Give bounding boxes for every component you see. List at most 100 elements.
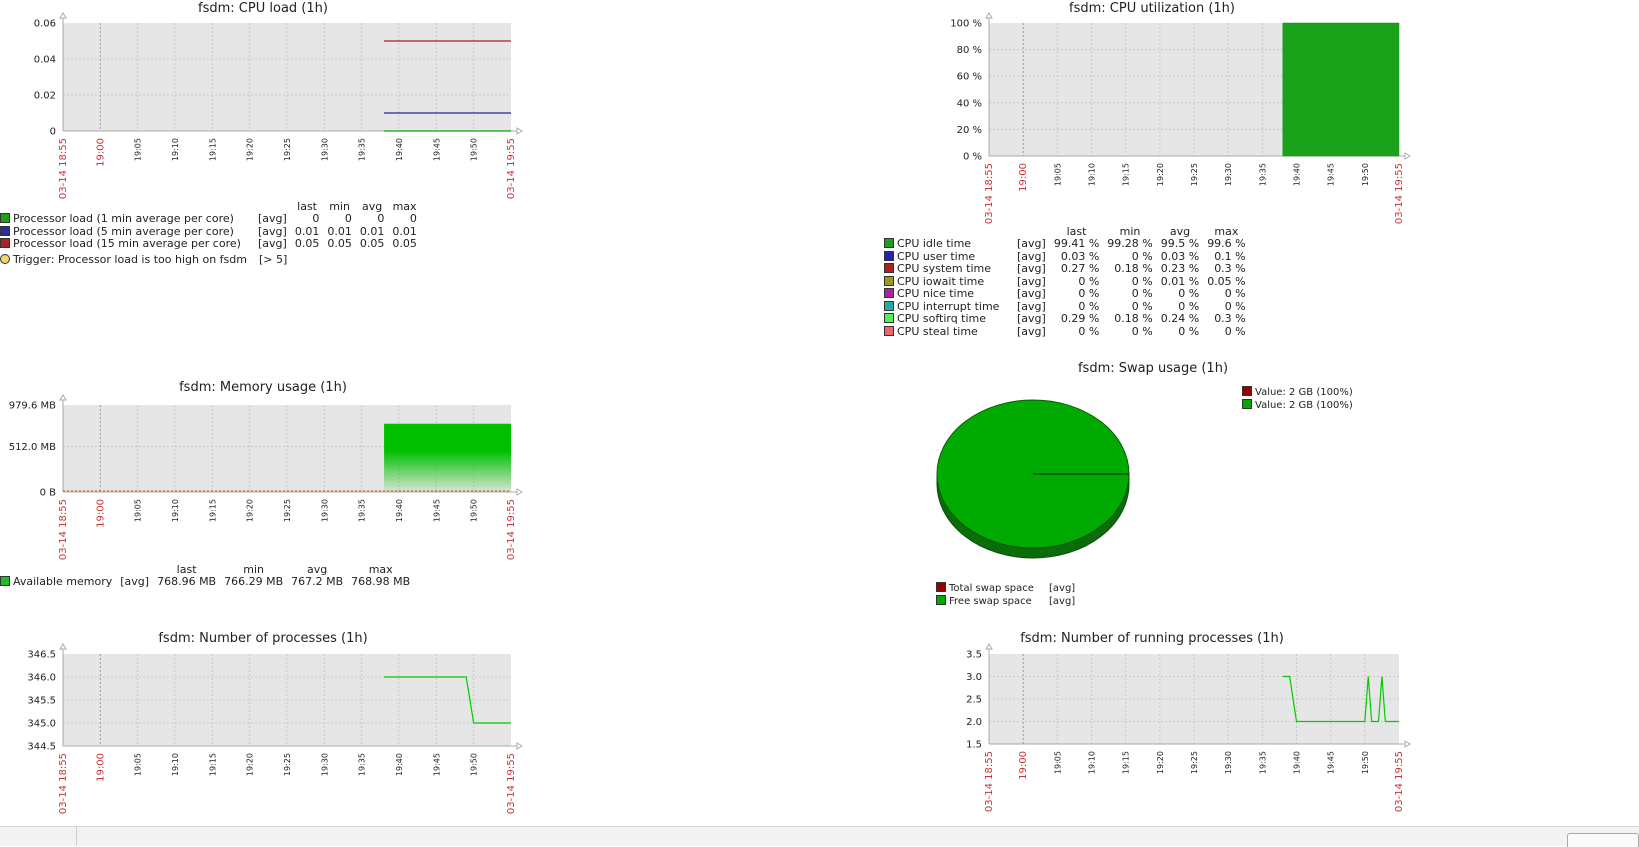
x-start-label: 03-14 18:55: [984, 751, 995, 812]
x-tick-label: 19:05: [1053, 751, 1062, 774]
legend-row: CPU iowait time [avg] 0 % 0 % 0.01 % 0.05 %: [884, 274, 1250, 289]
x-tick-label: 19:15: [1122, 163, 1131, 186]
legend-table: last min avg max CPU idle time [avg] 99.41 % 99…: [884, 225, 1250, 338]
x-axis-arrow: [1404, 152, 1411, 160]
chart-title: fsdm: Number of running processes (1h): [1020, 631, 1284, 646]
x-tick-label: 19:50: [1361, 751, 1370, 774]
bottom-status-bar: [0, 826, 1639, 847]
x-tick-label: 19:20: [246, 753, 255, 776]
legend-function: [avg]: [1017, 312, 1046, 325]
legend-table: last min avg max Available memory [avg] 768.96…: [0, 563, 414, 589]
legend-avg: 0 %: [1178, 299, 1200, 313]
cpu-load-chart: fsdm: CPU load (1h) 0 0.02 0.04 0.06 19:00 19:…: [34, 1, 523, 199]
x-tick-label: 19:00: [95, 753, 106, 782]
y-tick-label: 346.0: [27, 673, 56, 684]
x-tick-label: 19:25: [283, 499, 292, 522]
processes-chart: fsdm: Number of processes (1h) 344.5 345.0…: [27, 631, 523, 814]
legend-item-name: CPU interrupt time: [884, 300, 1013, 314]
legend-label: CPU steal time: [897, 324, 978, 338]
legend-max: 0.01: [392, 224, 417, 238]
legend-last: 0.29 %: [1060, 312, 1100, 325]
legend-row: CPU softirq time [avg] 0.29 % 0.18 % 0.24 % 0…: [884, 312, 1250, 326]
x-tick-label: 19:35: [358, 138, 367, 161]
legend-label: Processor load (1 min average per core): [13, 212, 234, 225]
legend-max: 0 %: [1224, 287, 1246, 300]
legend-avg: 0.05: [359, 237, 385, 250]
x-tick-label: 19:30: [1224, 751, 1233, 774]
y-tick-label: 512.0 MB: [9, 442, 56, 453]
legend-row: Value: 2 GB (100%): [1242, 386, 1353, 399]
x-tick-label: 19:25: [1190, 751, 1199, 774]
legend-row: CPU system time [avg] 0.27 % 0.18 % 0.23 % 0.…: [884, 262, 1250, 276]
x-axis-arrow: [516, 488, 523, 496]
y-tick-label: 0 %: [963, 152, 982, 163]
legend-header-max: max: [392, 200, 417, 213]
legend-max: 768.98 MB: [351, 575, 411, 588]
x-tick-label: 19:00: [1018, 163, 1029, 192]
x-tick-label: 19:00: [1018, 751, 1029, 780]
legend-table: last min avg max Processor load (1 min avera…: [0, 200, 421, 251]
legend-max: 0.3 %: [1214, 312, 1246, 325]
legend-label: CPU iowait time: [897, 274, 985, 288]
legend-label: CPU softirq time: [897, 312, 987, 325]
legend-swatch: [884, 250, 894, 261]
legend-row: Available memory [avg] 768.96 MB 766.29 MB 7…: [0, 575, 414, 589]
legend-item-name: CPU softirq time: [884, 312, 1013, 326]
legend-max: 0.3 %: [1214, 262, 1246, 275]
legend-label: CPU idle time: [897, 237, 972, 250]
legend-swatch: [884, 313, 894, 323]
legend-header-last: last: [176, 563, 197, 576]
x-tick-label: 19:20: [246, 499, 255, 522]
legend-max: 0.1 %: [1214, 249, 1246, 263]
legend-label: CPU user time: [897, 249, 976, 263]
x-tick-label: 19:00: [95, 499, 106, 528]
legend-label: Available memory: [13, 575, 113, 588]
legend-item-name: Available memory: [0, 575, 116, 589]
x-tick-label: 19:25: [283, 753, 292, 776]
legend-header-avg: avg: [307, 563, 328, 576]
legend-last: 0.05: [294, 237, 320, 250]
swap-value-legend: Value: 2 GB (100%) Value: 2 GB (100%): [1242, 386, 1353, 412]
x-tick-label: 19:20: [1156, 751, 1165, 774]
legend-min: 99.28 %: [1107, 237, 1153, 250]
y-tick-label: 80 %: [957, 45, 982, 56]
y-axis-arrow: [59, 394, 67, 401]
legend-item-name: CPU steal time: [884, 324, 1013, 339]
y-tick-label: 0 B: [40, 488, 57, 499]
x-tick-label: 19:10: [1088, 163, 1097, 186]
legend-max: 0.05: [392, 237, 417, 250]
x-tick-label: 19:35: [358, 499, 367, 522]
chart-title: fsdm: Number of processes (1h): [158, 631, 367, 646]
legend-swatch: [884, 325, 894, 336]
legend-label: Processor load (5 min average per core): [13, 224, 234, 238]
x-tick-label: 19:40: [1293, 751, 1302, 774]
y-tick-label: 2.5: [966, 695, 982, 706]
x-start-label: 03-14 18:55: [984, 163, 995, 224]
legend-header-min: min: [243, 563, 264, 576]
legend-last: 0 %: [1078, 299, 1100, 313]
y-axis-arrow: [985, 12, 993, 19]
swap-usage-legend: Total swap space [avg] Free swap space [avg…: [936, 582, 1075, 608]
legend-header-min: min: [329, 200, 350, 213]
memory-usage-legend: last min avg max Available memory [avg] 768.96…: [0, 563, 414, 589]
legend-min: 0 %: [1131, 324, 1153, 338]
legend-avg: 767.2 MB: [291, 575, 344, 588]
legend-swatch: [884, 275, 894, 286]
legend-last: 768.96 MB: [157, 575, 217, 588]
y-tick-label: 0.06: [34, 19, 56, 30]
legend-header-max: max: [1214, 225, 1239, 238]
legend-header-min: min: [1119, 225, 1141, 238]
x-tick-label: 19:05: [134, 499, 143, 522]
y-tick-label: 1.5: [966, 740, 982, 751]
series-line: [384, 676, 511, 724]
y-tick-label: 345.0: [27, 719, 56, 730]
x-tick-label: 19:20: [1156, 163, 1165, 186]
x-axis-arrow: [1404, 740, 1411, 748]
legend-min: 0.01: [327, 224, 352, 238]
legend-function: [avg]: [258, 237, 287, 250]
legend-max: 99.6 %: [1207, 237, 1246, 250]
x-tick-label: 19:45: [432, 499, 441, 522]
legend-last: 0.27 %: [1060, 262, 1100, 275]
y-axis-arrow: [59, 12, 67, 19]
x-end-label: 03-14 19:55: [506, 753, 517, 814]
